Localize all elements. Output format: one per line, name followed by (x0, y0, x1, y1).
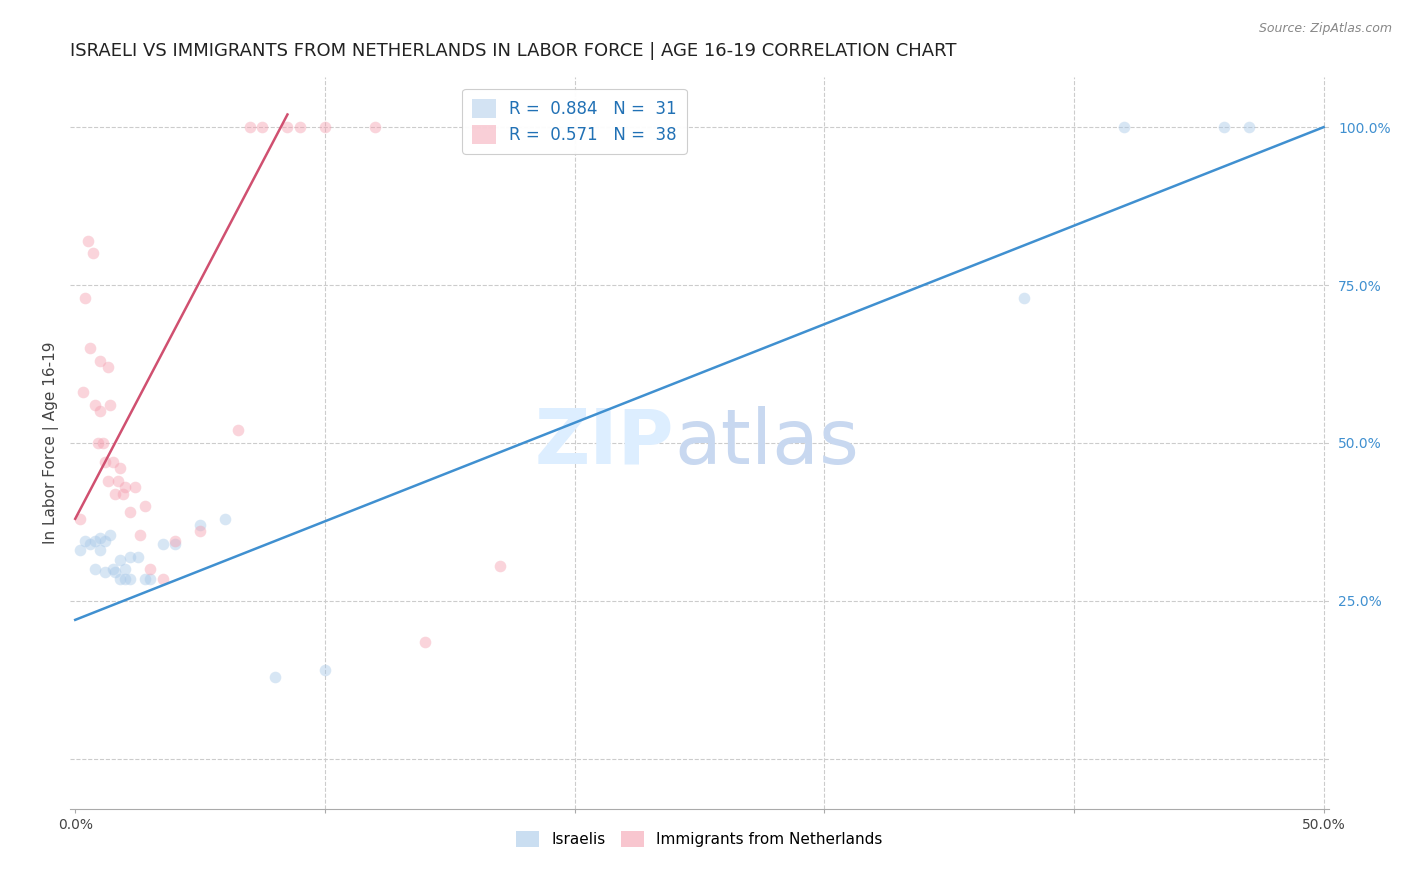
Point (314, 120, 336, 135)
Point (134, 499, 156, 513)
Point (252, 120, 274, 135)
Point (188, 518, 211, 533)
Point (108, 461, 131, 475)
Point (120, 506, 142, 520)
Point (76, 234, 98, 248)
Point (108, 572, 131, 586)
Point (84, 562, 107, 576)
Point (101, 562, 124, 576)
Point (111, 486, 134, 500)
Point (84, 533, 107, 548)
Point (152, 537, 174, 551)
Point (114, 562, 136, 576)
Point (127, 549, 149, 564)
Point (107, 474, 129, 488)
Point (79, 341, 101, 355)
Point (94, 533, 117, 548)
Point (1212, 120, 1234, 135)
Point (1012, 291, 1035, 305)
Point (314, 664, 336, 678)
Point (488, 559, 510, 574)
Text: Source: ZipAtlas.com: Source: ZipAtlas.com (1258, 22, 1392, 36)
Point (104, 566, 127, 580)
Point (1112, 120, 1135, 135)
Text: ZIP: ZIP (534, 406, 675, 480)
Point (114, 480, 136, 494)
Point (94, 566, 117, 580)
Point (139, 572, 162, 586)
Point (120, 549, 142, 564)
Point (129, 527, 152, 541)
Point (91, 436, 114, 450)
Point (79, 537, 101, 551)
Point (124, 480, 146, 494)
Text: ISRAELI VS IMMIGRANTS FROM NETHERLANDS IN LABOR FORCE | AGE 16-19 CORRELATION CH: ISRAELI VS IMMIGRANTS FROM NETHERLANDS I… (70, 42, 956, 60)
Point (276, 120, 298, 135)
Point (98, 398, 121, 412)
Point (72, 385, 94, 400)
Point (104, 486, 127, 500)
Text: atlas: atlas (675, 406, 859, 480)
Point (69, 512, 91, 526)
Point (89, 354, 111, 368)
Point (1237, 120, 1260, 135)
Point (413, 635, 436, 649)
Point (97, 474, 120, 488)
Point (97, 360, 120, 375)
Point (94, 455, 117, 469)
Point (214, 512, 236, 526)
Point (75, 291, 97, 305)
Point (101, 455, 124, 469)
Point (226, 423, 249, 437)
Point (89, 404, 111, 418)
Point (139, 562, 162, 576)
Point (288, 120, 311, 135)
Point (75, 533, 97, 548)
Point (152, 572, 174, 586)
Point (114, 572, 136, 586)
Point (84, 398, 107, 412)
Y-axis label: In Labor Force | Age 16-19: In Labor Force | Age 16-19 (44, 342, 59, 544)
Point (239, 120, 262, 135)
Point (165, 533, 187, 548)
Point (86, 436, 108, 450)
Point (89, 531, 111, 545)
Point (165, 537, 187, 551)
Point (89, 543, 111, 558)
Legend: R =  0.884   N =  31, R =  0.571   N =  38: R = 0.884 N = 31, R = 0.571 N = 38 (463, 88, 686, 153)
Point (364, 120, 387, 135)
Point (134, 572, 156, 586)
Point (69, 543, 91, 558)
Point (188, 524, 211, 539)
Point (120, 572, 142, 586)
Point (98, 527, 121, 541)
Point (82, 246, 104, 260)
Point (264, 670, 287, 684)
Point (108, 553, 131, 567)
